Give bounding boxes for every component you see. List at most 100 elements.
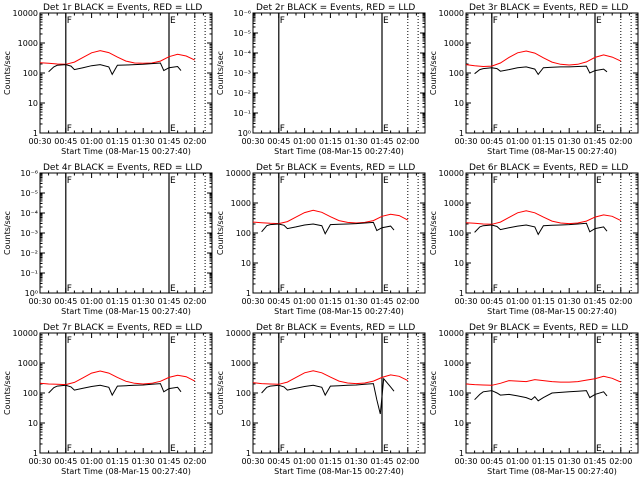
x-tick-label: 02:00 [183, 297, 206, 306]
x-tick-label: 01:45 [157, 457, 180, 466]
x-tick-label: 02:00 [396, 137, 419, 146]
y-axis-label: Counts/sec [216, 211, 225, 255]
y-axis-label: Counts/sec [429, 371, 438, 415]
series-line-events [261, 377, 395, 415]
detector-panel-4: Det 4r BLACK = Events, RED = LLD 10⁰ 10⁻¹ 1… [3, 163, 213, 316]
y-tick-label: 10000 [439, 169, 464, 178]
y-tick-label: 1000 [444, 359, 464, 368]
x-tick-label: 00:45 [54, 297, 77, 306]
y-axis-label: Counts/sec [216, 371, 225, 415]
y-tick-label: 10⁻⁵ [233, 29, 251, 38]
event-marker-label-bottom: E [596, 444, 602, 454]
panel-title: Det 6r BLACK = Events, RED = LLD [469, 163, 628, 173]
panel-title: Det 7r BLACK = Events, RED = LLD [43, 323, 202, 333]
y-tick-label: 10⁻⁶ [233, 9, 251, 18]
event-marker-label-bottom: E [170, 124, 176, 134]
detector-panel-7: Det 7r BLACK = Events, RED = LLD 1 10 100 10… [3, 323, 213, 476]
y-tick-label: 10⁻⁴ [233, 49, 251, 58]
y-tick-label: 10⁰ [25, 289, 38, 298]
event-marker-label-top: F [67, 336, 72, 346]
event-marker-label-top: E [383, 16, 389, 26]
event-marker-label-top: E [596, 176, 602, 186]
series-line-lld [465, 50, 622, 68]
x-tick-label: 01:00 [293, 457, 316, 466]
y-axis-label: Counts/sec [3, 371, 12, 415]
x-tick-label: 00:45 [267, 457, 290, 466]
y-tick-label: 1000 [231, 199, 251, 208]
event-marker-label-top: F [493, 176, 498, 186]
event-marker-label-top: F [67, 16, 72, 26]
y-tick-label: 10 [241, 259, 251, 268]
x-tick-label: 01:15 [319, 297, 342, 306]
event-marker-label-bottom: F [67, 124, 72, 134]
event-marker-label-top: F [493, 336, 498, 346]
detector-panel-5: Det 5r BLACK = Events, RED = LLD 1 10 100 10… [216, 163, 426, 316]
event-marker-label-top: E [170, 336, 176, 346]
x-tick-label: 02:00 [396, 457, 419, 466]
detector-panel-8: Det 8r BLACK = Events, RED = LLD 1 10 100 10… [216, 323, 426, 476]
panel-title: Det 3r BLACK = Events, RED = LLD [469, 3, 628, 13]
event-marker-label-bottom: E [170, 284, 176, 294]
x-tick-label: 02:00 [609, 457, 632, 466]
y-tick-label: 1 [33, 449, 38, 458]
y-axis-label: Counts/sec [429, 51, 438, 95]
x-tick-label: 01:00 [80, 137, 103, 146]
x-tick-label: 02:00 [609, 137, 632, 146]
event-marker-label-top: E [170, 16, 176, 26]
event-marker-label-bottom: E [383, 284, 389, 294]
event-marker-label-bottom: F [67, 284, 72, 294]
x-axis-label: Start Time (08-Mar-15 00:27:40) [274, 467, 404, 476]
x-tick-label: 01:30 [132, 297, 155, 306]
y-tick-label: 1000 [18, 39, 38, 48]
x-axis-label: Start Time (08-Mar-15 00:27:40) [487, 467, 617, 476]
x-tick-label: 00:30 [241, 457, 264, 466]
y-tick-label: 10000 [439, 9, 464, 18]
y-tick-label: 10 [454, 419, 464, 428]
x-tick-label: 01:00 [293, 137, 316, 146]
y-tick-label: 10⁻¹ [20, 269, 38, 278]
x-tick-label: 00:30 [454, 297, 477, 306]
y-tick-label: 1000 [18, 359, 38, 368]
y-tick-label: 1 [33, 129, 38, 138]
y-axis-label: Counts/sec [429, 211, 438, 255]
event-marker-label-bottom: E [383, 444, 389, 454]
x-axis-label: Start Time (08-Mar-15 00:27:40) [274, 307, 404, 316]
x-tick-label: 01:15 [106, 297, 129, 306]
y-tick-label: 10⁻³ [233, 69, 251, 78]
x-tick-label: 01:15 [319, 457, 342, 466]
x-tick-label: 00:45 [480, 137, 503, 146]
x-tick-label: 01:30 [558, 457, 581, 466]
x-tick-label: 01:30 [345, 457, 368, 466]
x-tick-label: 01:45 [157, 297, 180, 306]
x-axis-label: Start Time (08-Mar-15 00:27:40) [61, 147, 191, 156]
y-tick-label: 100 [236, 229, 251, 238]
event-marker-label-top: F [280, 176, 285, 186]
series-line-events [261, 221, 395, 235]
x-tick-label: 00:30 [454, 457, 477, 466]
event-marker-label-top: E [383, 336, 389, 346]
event-marker-label-top: F [280, 336, 285, 346]
series-line-events [474, 65, 608, 76]
panel-title: Det 5r BLACK = Events, RED = LLD [256, 163, 415, 173]
x-tick-label: 01:00 [506, 457, 529, 466]
panel-title: Det 4r BLACK = Events, RED = LLD [43, 163, 202, 173]
x-tick-label: 01:45 [583, 137, 606, 146]
series-line-lld [39, 370, 196, 386]
x-tick-label: 01:00 [80, 297, 103, 306]
x-tick-label: 01:00 [506, 297, 529, 306]
detector-panel-3: Det 3r BLACK = Events, RED = LLD 1 10 100 10… [429, 3, 639, 156]
y-tick-label: 1 [459, 129, 464, 138]
y-tick-label: 1 [459, 449, 464, 458]
series-line-lld [252, 370, 409, 385]
series-line-events [48, 383, 182, 397]
x-tick-label: 01:15 [532, 137, 555, 146]
event-marker-label-top: F [67, 176, 72, 186]
x-tick-label: 01:30 [345, 297, 368, 306]
y-tick-label: 10⁻³ [20, 229, 38, 238]
x-tick-label: 01:00 [506, 137, 529, 146]
series-line-lld [465, 210, 622, 225]
event-marker-label-bottom: F [280, 124, 285, 134]
x-tick-label: 01:45 [370, 457, 393, 466]
series-line-lld [39, 50, 196, 65]
series-line-events [48, 62, 182, 76]
